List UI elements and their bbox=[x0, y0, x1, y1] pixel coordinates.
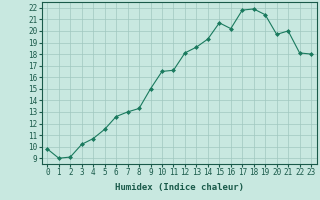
X-axis label: Humidex (Indice chaleur): Humidex (Indice chaleur) bbox=[115, 183, 244, 192]
